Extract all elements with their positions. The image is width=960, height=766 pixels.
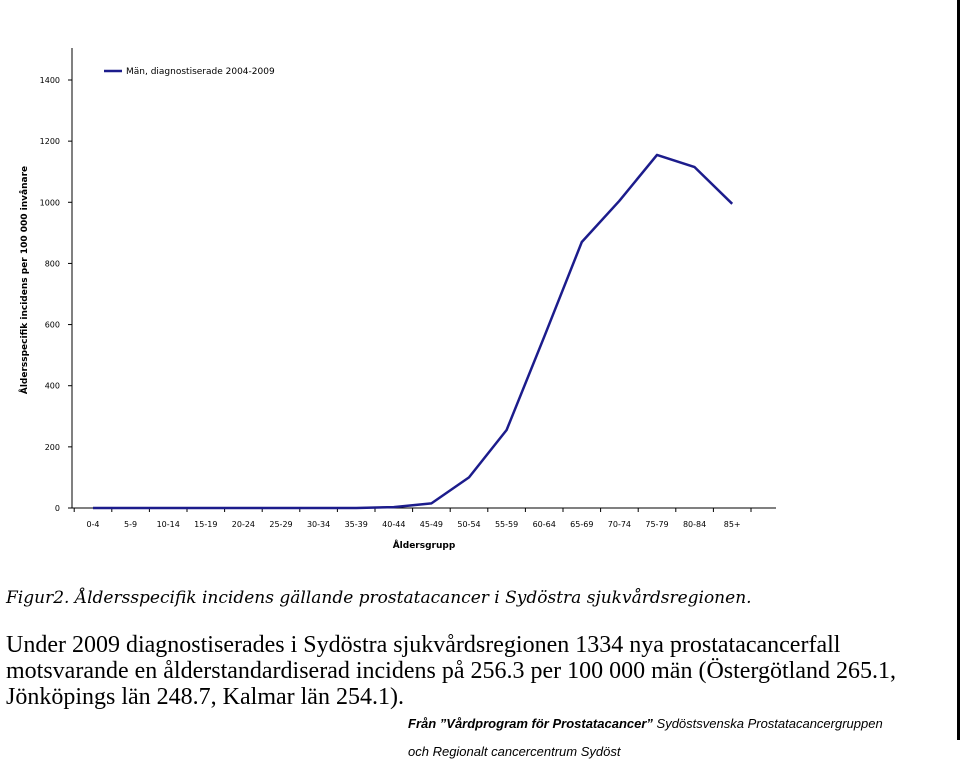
x-tick-label: 35-39 [345, 520, 368, 529]
page-edge [957, 0, 960, 740]
chart-axes [71, 48, 776, 509]
x-tick-label: 70-74 [608, 520, 631, 529]
source-credit: Från ”Vårdprogram för Prostatacancer” Sy… [408, 710, 883, 766]
x-tick-label: 60-64 [533, 520, 556, 529]
chart-series [93, 153, 734, 510]
x-tick-label: 85+ [724, 520, 741, 529]
y-axis-title: Åldersspecifik incidens per 100 000 invå… [19, 166, 30, 394]
x-tick-label: 10-14 [157, 520, 180, 529]
y-tick-label: 400 [45, 382, 60, 391]
legend-label: Män, diagnostiserade 2004-2009 [126, 67, 275, 77]
x-tick-label: 40-44 [382, 520, 405, 529]
x-axis-title: Åldersgrupp [393, 540, 456, 551]
x-tick-label: 15-19 [194, 520, 217, 529]
x-tick-label: 75-79 [645, 520, 668, 529]
x-tick-label: 80-84 [683, 520, 706, 529]
x-tick-label: 55-59 [495, 520, 518, 529]
x-tick-label: 50-54 [457, 520, 480, 529]
y-tick-label: 200 [45, 443, 60, 452]
source-title: Från ”Vårdprogram för Prostatacancer” [408, 716, 653, 731]
x-tick-label: 5-9 [124, 520, 137, 529]
y-tick-label: 600 [45, 321, 60, 330]
x-tick-label: 30-34 [307, 520, 330, 529]
chart-legend: Män, diagnostiserade 2004-2009 [104, 67, 275, 77]
y-tick-label: 1200 [40, 137, 60, 146]
y-tick-label: 0 [55, 504, 60, 513]
x-tick-label: 20-24 [232, 520, 255, 529]
source-line2: och Regionalt cancercentrum Sydöst [408, 744, 621, 759]
age-incidence-chart: 0 200 400 600 800 1000 1200 1400 0-4 5-9 10-14 15-1… [19, 48, 776, 551]
chart-ticks: 0 200 400 600 800 1000 1200 1400 0-4 5-9 10-14 15-1… [40, 76, 752, 529]
body-paragraph: Under 2009 diagnostiserades i Sydöstra s… [6, 632, 896, 710]
figure-caption: Figur2. Åldersspecifik incidens gällande… [6, 588, 752, 608]
source-org: Sydöstsvenska Prostatacancergruppen [652, 716, 883, 731]
series-line [93, 153, 734, 510]
x-tick-label: 25-29 [269, 520, 292, 529]
y-tick-label: 1400 [40, 76, 60, 85]
y-tick-label: 800 [45, 259, 60, 268]
x-tick-label: 45-49 [420, 520, 443, 529]
x-tick-label: 65-69 [570, 520, 593, 529]
y-tick-label: 1000 [40, 198, 60, 207]
x-tick-label: 0-4 [86, 520, 99, 529]
